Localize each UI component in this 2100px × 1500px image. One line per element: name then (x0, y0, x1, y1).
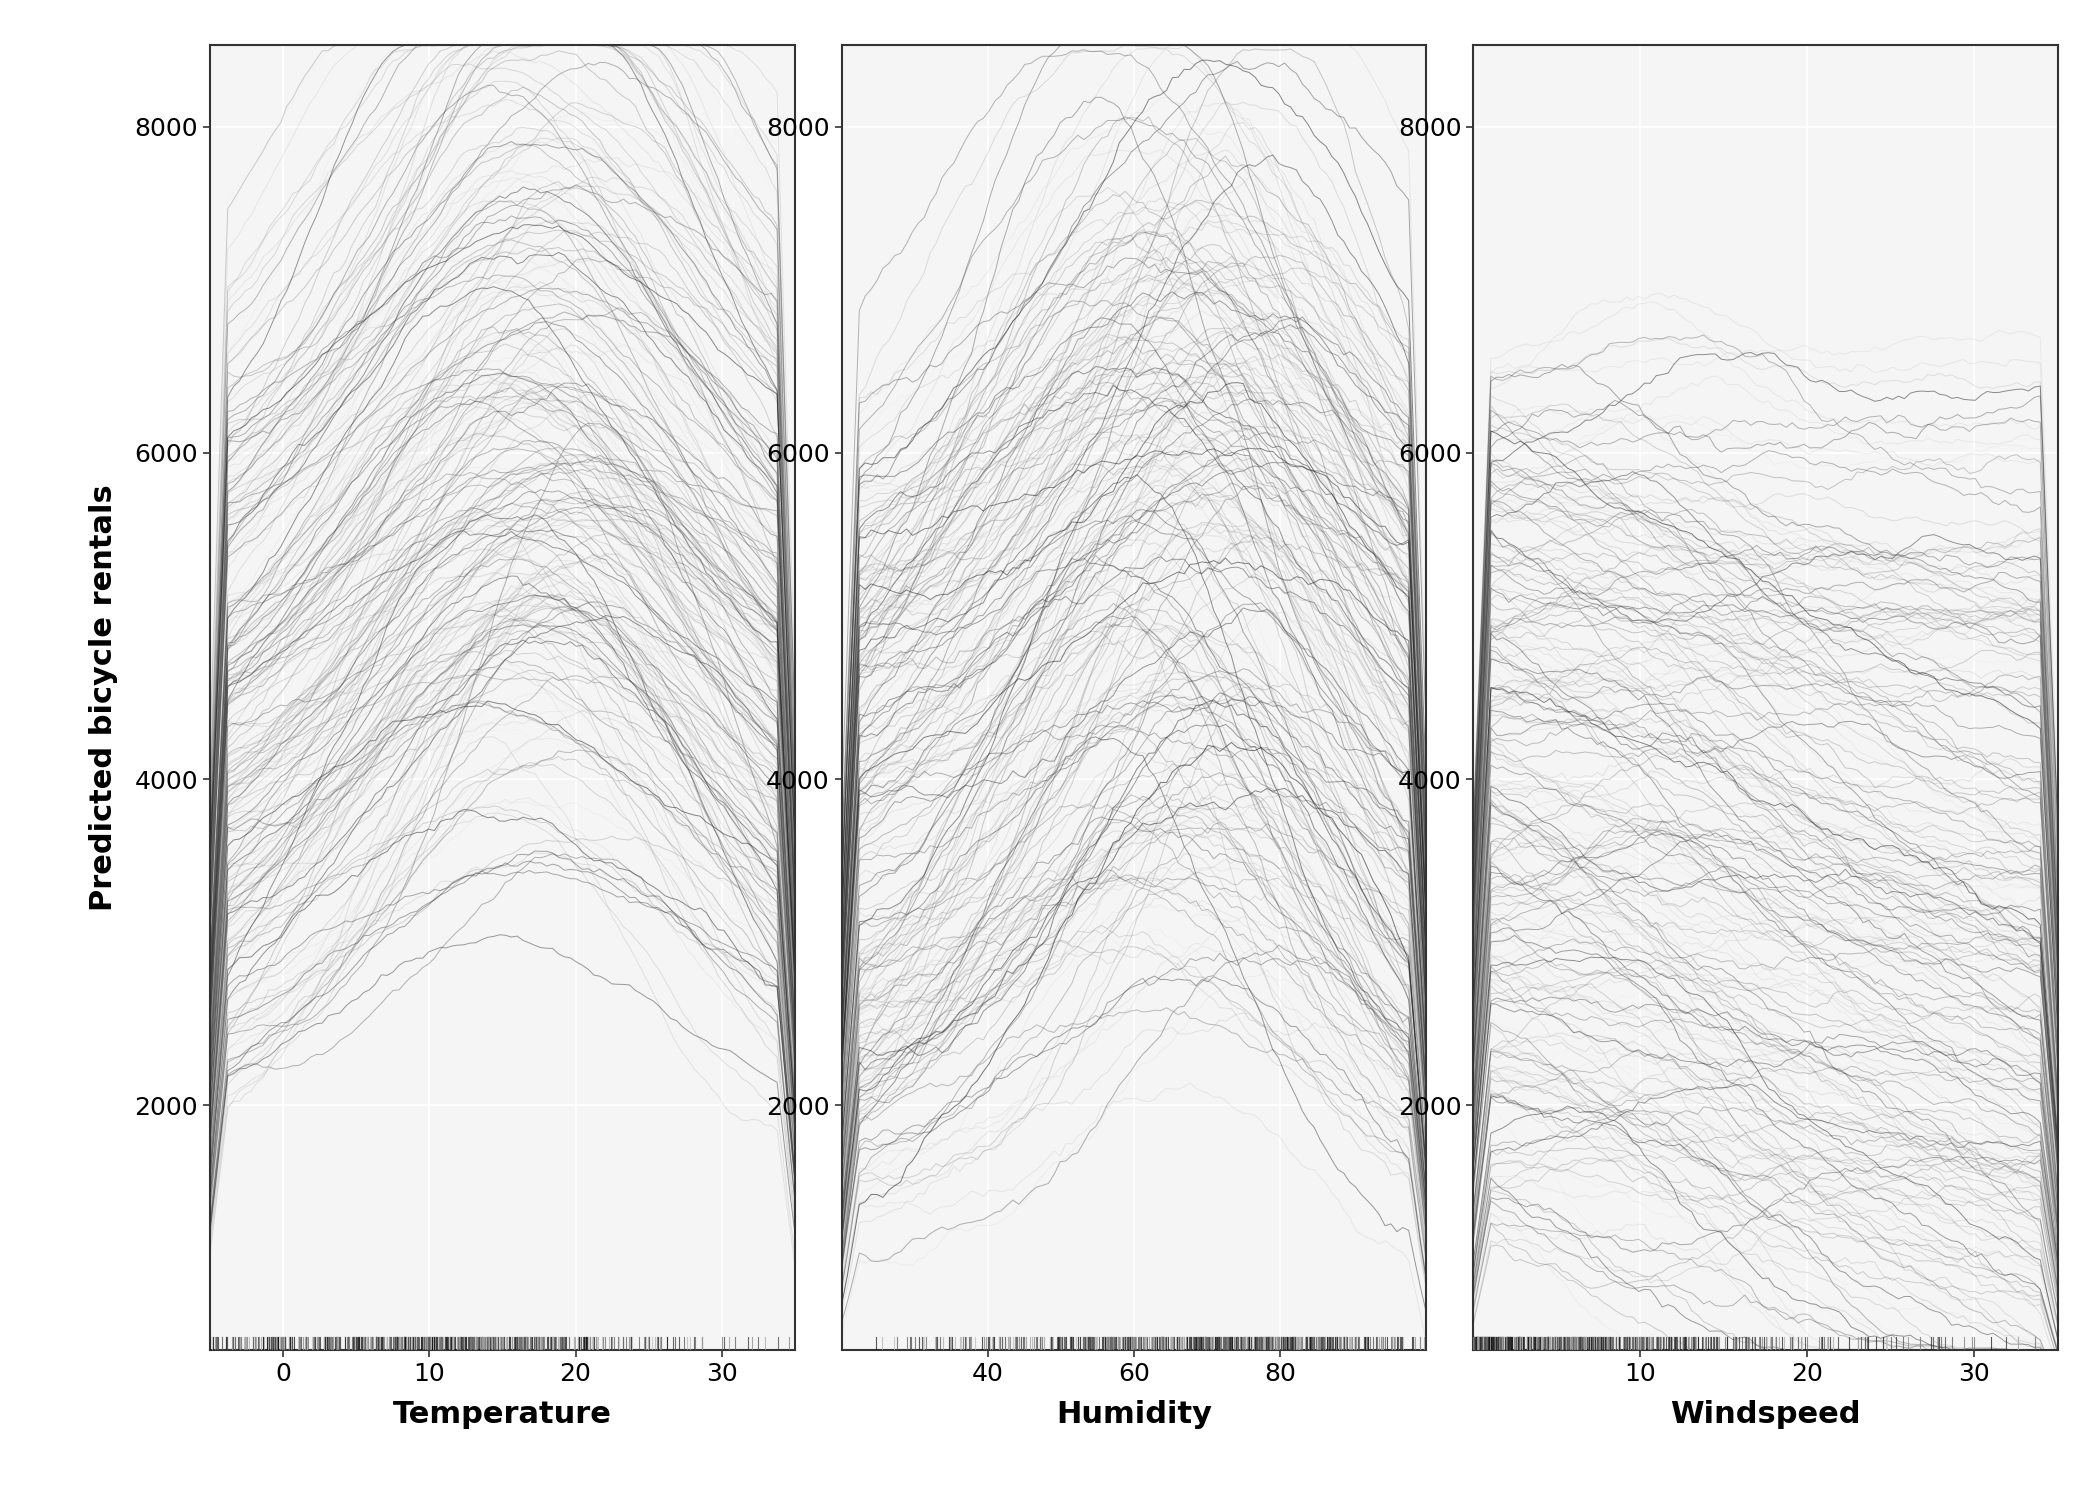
Y-axis label: Predicted bicycle rentals: Predicted bicycle rentals (88, 484, 118, 910)
X-axis label: Humidity: Humidity (1056, 1400, 1212, 1428)
X-axis label: Windspeed: Windspeed (1670, 1400, 1861, 1428)
X-axis label: Temperature: Temperature (393, 1400, 611, 1428)
